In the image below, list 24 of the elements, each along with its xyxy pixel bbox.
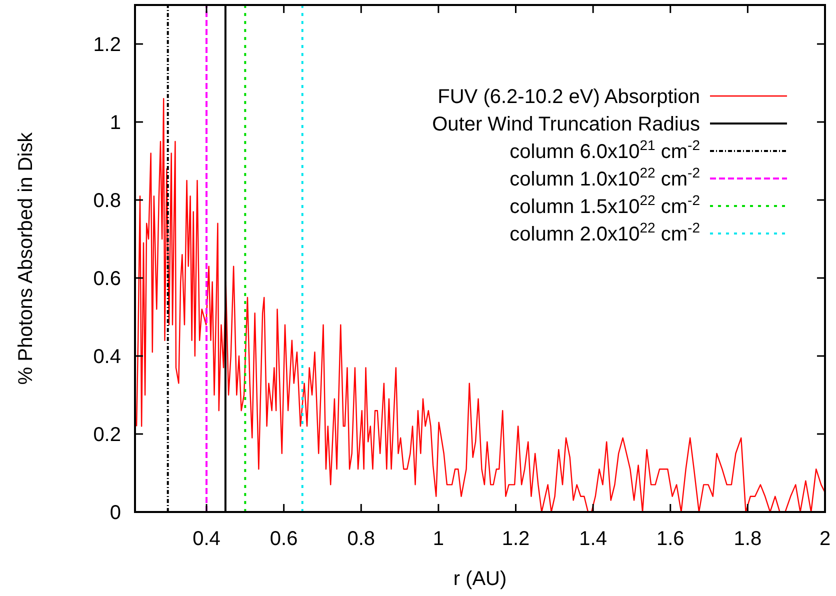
legend-label: Outer Wind Truncation Radius <box>432 114 700 136</box>
y-tick-label: 0.6 <box>93 268 121 290</box>
x-tick-label: 1.6 <box>656 528 684 550</box>
y-tick-label: 0 <box>110 502 121 524</box>
x-tick-label: 0.4 <box>192 528 220 550</box>
x-tick-label: 0.6 <box>270 528 298 550</box>
x-tick-label: 1.4 <box>579 528 607 550</box>
y-tick-label: 0.2 <box>93 424 121 446</box>
legend-label: column 1.0x10$^{22}$ cm$^{-2}$ <box>510 164 700 190</box>
x-tick-label: 1.2 <box>502 528 530 550</box>
legend-label: column 6.0x10$^{21}$ cm$^{-2}$ <box>510 137 700 163</box>
y-tick-label: 0.4 <box>93 346 121 368</box>
x-axis-title: r (AU) <box>453 568 507 590</box>
y-tick-label: 1.2 <box>93 34 121 56</box>
x-tick-label: 1.8 <box>734 528 762 550</box>
legend-label: column 1.5x10$^{22}$ cm$^{-2}$ <box>510 192 700 218</box>
legend-label: FUV (6.2-10.2 eV) Absorption <box>438 86 700 108</box>
y-tick-label: 1 <box>110 112 121 134</box>
legend-label: column 2.0x10$^{22}$ cm$^{-2}$ <box>510 220 700 246</box>
x-tick-label: 0.8 <box>347 528 376 550</box>
x-tick-label: 1 <box>432 528 444 550</box>
y-axis-title: % Photons Absorbed in Disk <box>15 131 37 385</box>
y-tick-label: 0.8 <box>93 190 121 212</box>
x-tick-label: 2 <box>819 528 831 550</box>
